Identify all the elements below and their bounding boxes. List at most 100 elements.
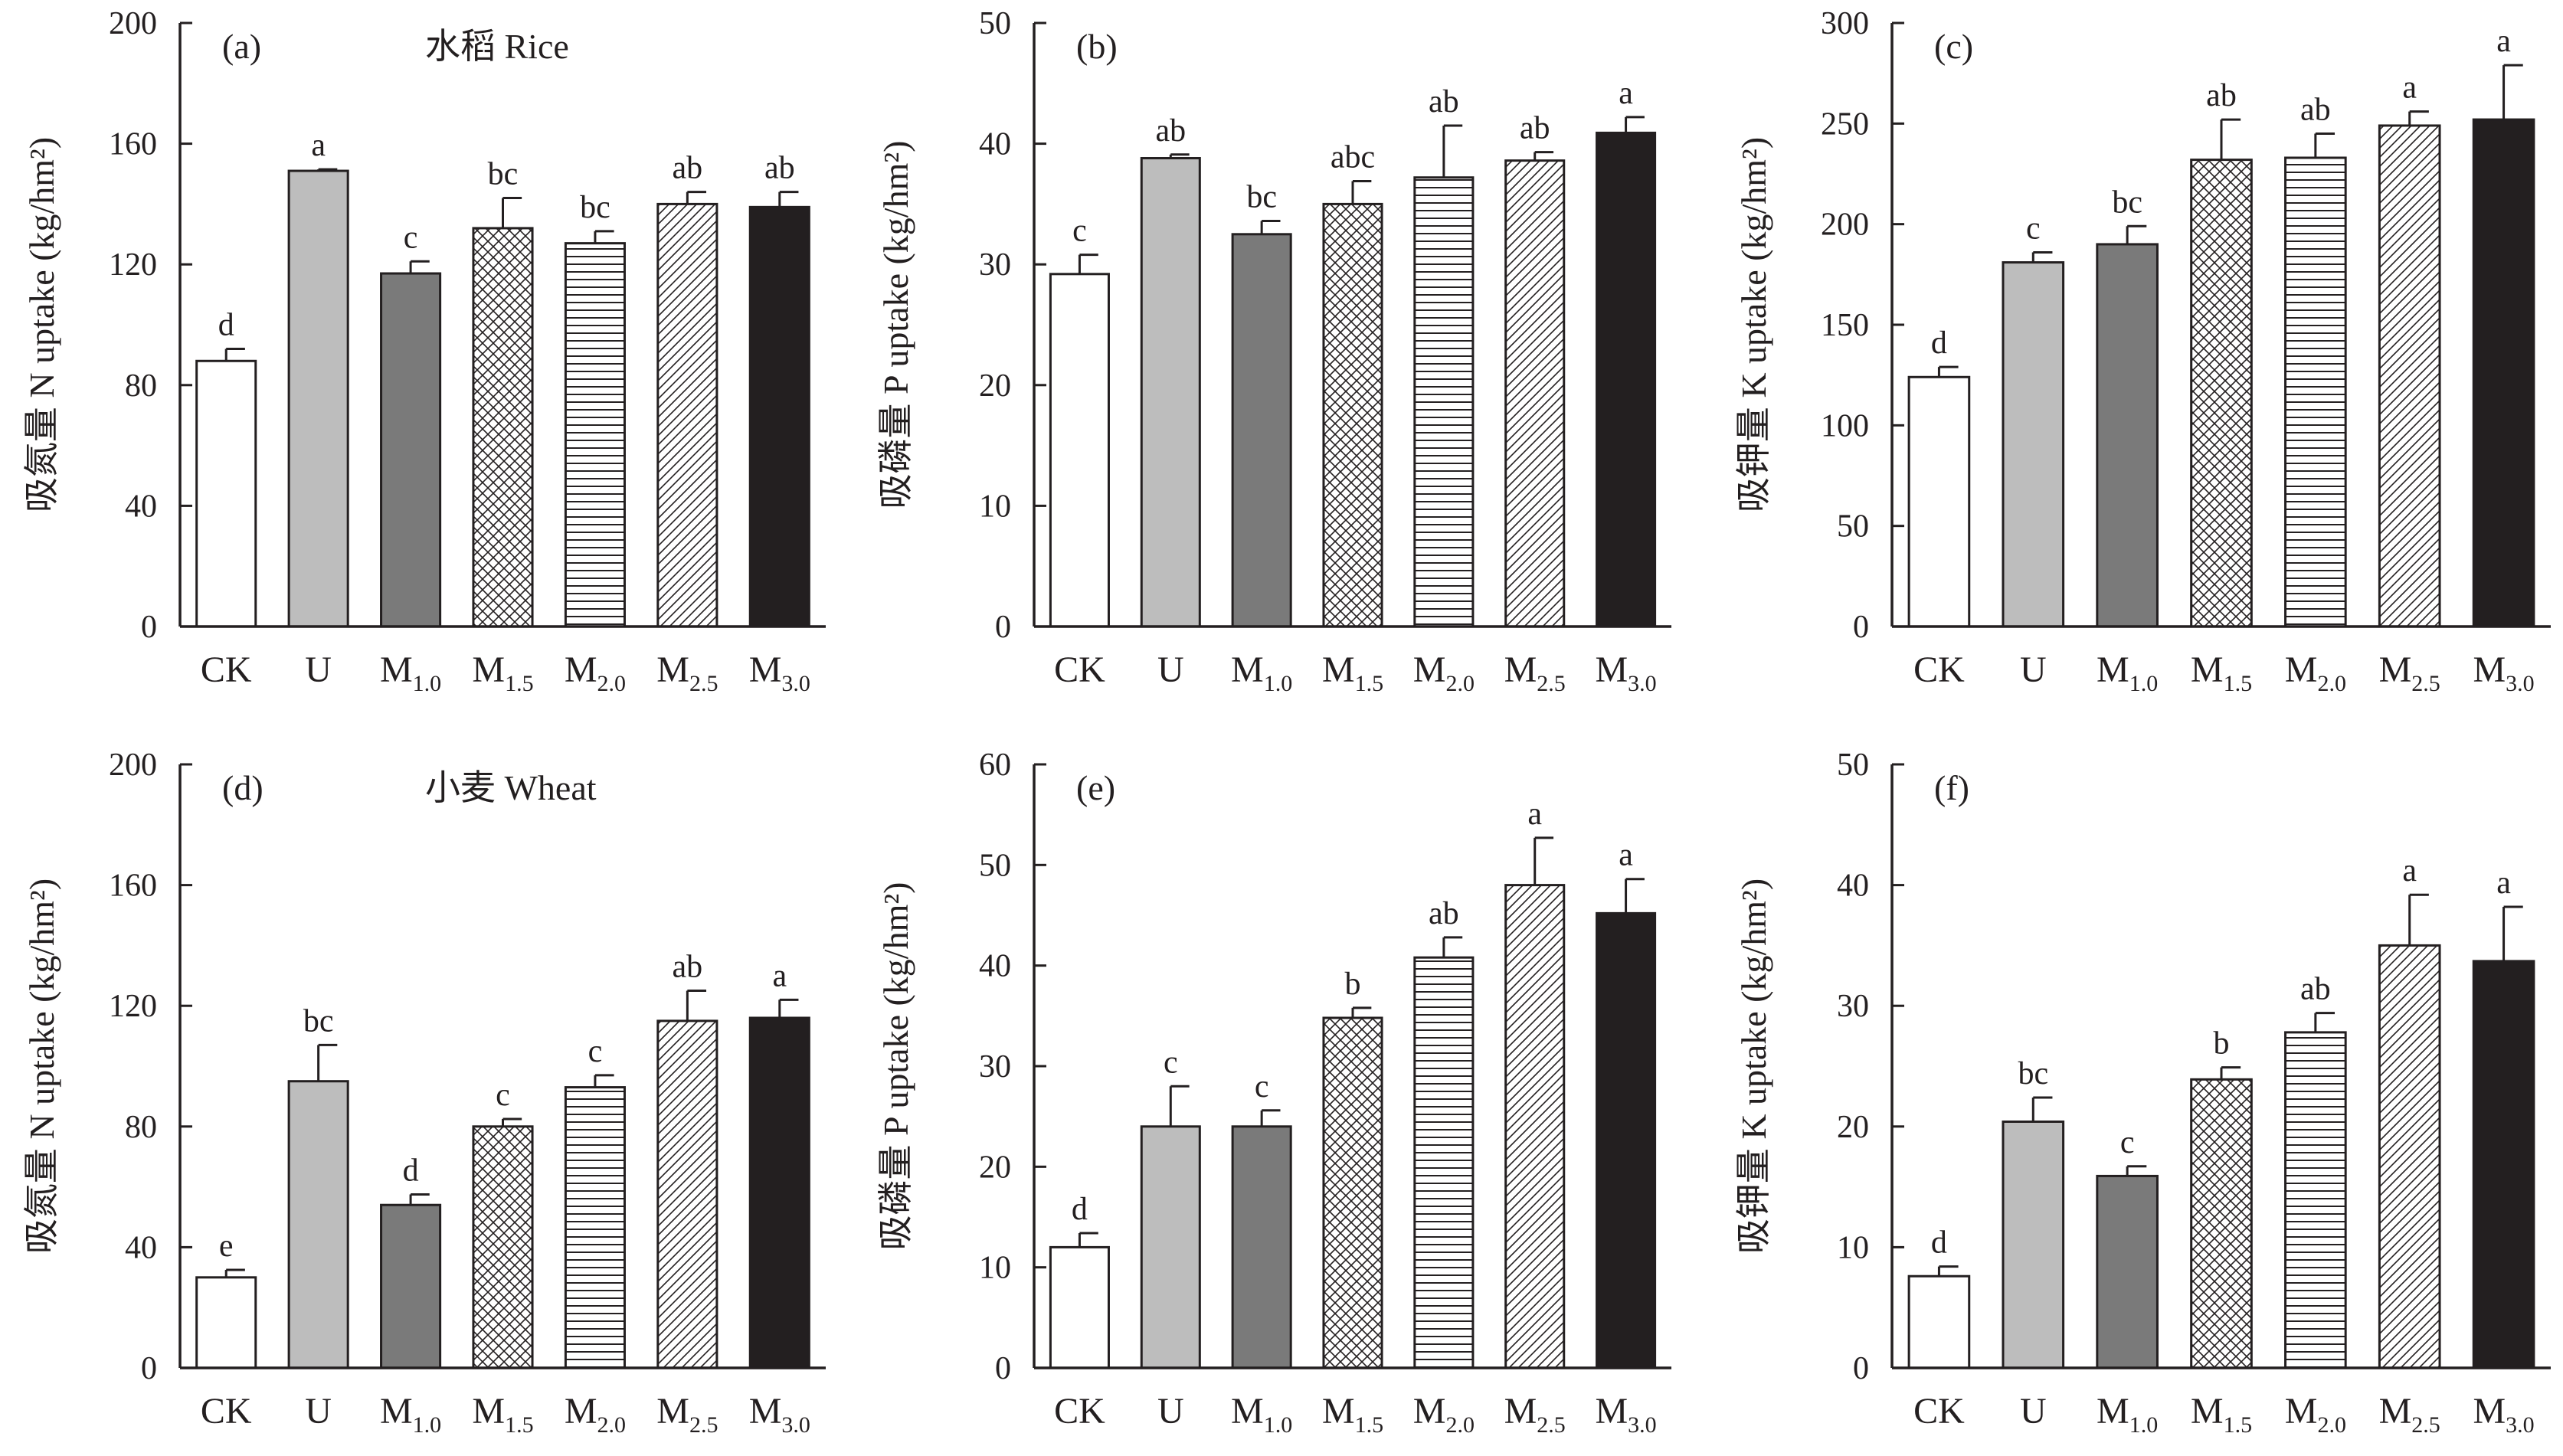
category-label: U — [2020, 649, 2047, 690]
category-label: CK — [1054, 649, 1105, 690]
category-subscript: 2.0 — [1445, 1412, 1475, 1438]
category-subscript: 2.5 — [1537, 671, 1566, 696]
y-tick-label: 200 — [1821, 208, 1869, 243]
category-label: M1.0 — [1231, 1391, 1292, 1438]
significance-letter: ab — [673, 151, 703, 186]
category-subscript: 2.0 — [2317, 1412, 2346, 1438]
bar — [380, 272, 442, 628]
category-label: M3.0 — [749, 649, 810, 696]
panel-label: (c) — [1934, 27, 1973, 66]
chart-panel-f: d CK bc Uc M1.0 b M1.5 ab M2.0 a M2.5 a M3.0 0 10 20 30 4… — [1734, 748, 2551, 1438]
significance-letter: b — [1345, 967, 1361, 1002]
category-label: M1.0 — [380, 1391, 441, 1438]
significance-letter: abc — [1331, 139, 1375, 175]
category-subscript: 2.5 — [689, 671, 718, 696]
significance-letter: a — [2402, 853, 2417, 888]
y-tick-label: 0 — [1853, 610, 1869, 645]
significance-letter: c — [1072, 214, 1087, 249]
bar — [2284, 156, 2347, 628]
significance-letter: d — [1072, 1192, 1088, 1227]
category-label: M2.0 — [2285, 649, 2346, 696]
category-subscript: 3.0 — [2506, 671, 2535, 696]
category-label: M2.5 — [2379, 649, 2440, 696]
significance-letter: ab — [673, 950, 703, 985]
category-subscript: 1.5 — [505, 1412, 534, 1438]
significance-letter: bc — [303, 1003, 334, 1039]
bar — [1049, 273, 1110, 628]
significance-letter: ab — [2206, 78, 2237, 113]
bar — [1907, 375, 1971, 628]
category-subscript: 1.0 — [413, 671, 442, 696]
y-tick-label: 20 — [979, 1150, 1011, 1185]
panel-label: (b) — [1076, 27, 1118, 66]
category-label: CK — [1913, 649, 1965, 690]
category-label: M2.0 — [2285, 1391, 2346, 1438]
category-label: U — [1157, 1391, 1184, 1431]
significance-letter: bc — [580, 190, 610, 225]
y-tick-label: 120 — [109, 247, 157, 283]
category-label: M2.5 — [656, 1391, 718, 1438]
significance-letter: a — [311, 128, 326, 163]
significance-letter: a — [1619, 76, 1633, 111]
category-label: M2.5 — [1504, 1391, 1566, 1438]
y-axis-title: 吸钾量 K uptake (kg/hm²) — [1734, 879, 1773, 1254]
category-subscript: 2.0 — [1445, 671, 1475, 696]
y-tick-label: 50 — [1837, 748, 1869, 783]
significance-letter: b — [2214, 1026, 2230, 1062]
bar — [2002, 261, 2065, 628]
category-subscript: 3.0 — [2506, 1412, 2535, 1438]
bar — [2096, 1174, 2159, 1369]
category-subscript: 3.0 — [1628, 671, 1657, 696]
bar — [2190, 159, 2253, 628]
significance-letter: ab — [764, 151, 795, 186]
category-label: M1.5 — [472, 1391, 533, 1438]
y-tick-label: 80 — [125, 368, 157, 404]
category-label: M3.0 — [2473, 1391, 2534, 1438]
category-subscript: 2.0 — [597, 1412, 627, 1438]
bar — [380, 1203, 442, 1369]
y-tick-label: 30 — [979, 247, 1011, 283]
significance-letter: bc — [488, 157, 519, 192]
category-label: M1.0 — [380, 649, 441, 696]
bar — [1140, 157, 1201, 628]
category-label: M2.0 — [565, 1391, 626, 1438]
y-tick-label: 20 — [1837, 1110, 1869, 1145]
y-axis-title: 吸氮量 N uptake (kg/hm²) — [22, 879, 61, 1254]
significance-letter: ab — [1155, 113, 1186, 149]
y-tick-label: 50 — [979, 6, 1011, 41]
category-subscript: 1.5 — [2224, 1412, 2253, 1438]
bar — [2284, 1031, 2347, 1369]
category-label: M1.5 — [1322, 649, 1383, 696]
bar — [1231, 1125, 1292, 1369]
significance-letter: ab — [2300, 92, 2331, 127]
significance-letter: d — [403, 1153, 419, 1188]
y-tick-label: 300 — [1821, 6, 1869, 41]
y-tick-label: 150 — [1821, 308, 1869, 343]
bar — [1596, 131, 1657, 628]
significance-letter: c — [1255, 1069, 1269, 1104]
y-tick-label: 10 — [1837, 1230, 1869, 1265]
panel-label: (e) — [1076, 768, 1115, 807]
y-tick-label: 40 — [979, 127, 1011, 162]
significance-letter: a — [2496, 24, 2511, 59]
category-subscript: 1.0 — [1264, 671, 1293, 696]
y-tick-label: 160 — [109, 127, 157, 162]
y-tick-label: 10 — [979, 489, 1011, 524]
significance-letter: ab — [2300, 972, 2331, 1007]
y-tick-label: 160 — [109, 869, 157, 904]
bar — [1596, 911, 1657, 1369]
y-tick-label: 60 — [979, 748, 1011, 783]
bar — [1322, 202, 1383, 628]
significance-letter: c — [1164, 1045, 1178, 1080]
category-label: M1.5 — [2191, 1391, 2252, 1438]
significance-letter: c — [2120, 1125, 2135, 1160]
y-tick-label: 50 — [979, 848, 1011, 883]
significance-letter: ab — [1429, 896, 1459, 931]
category-label: U — [2020, 1391, 2047, 1431]
panel-title: 水稻 Rice — [425, 27, 569, 66]
significance-letter: e — [219, 1229, 234, 1264]
category-label: M1.5 — [1322, 1391, 1383, 1438]
bar — [2002, 1120, 2065, 1369]
bar — [2472, 118, 2535, 628]
bar — [656, 202, 718, 628]
